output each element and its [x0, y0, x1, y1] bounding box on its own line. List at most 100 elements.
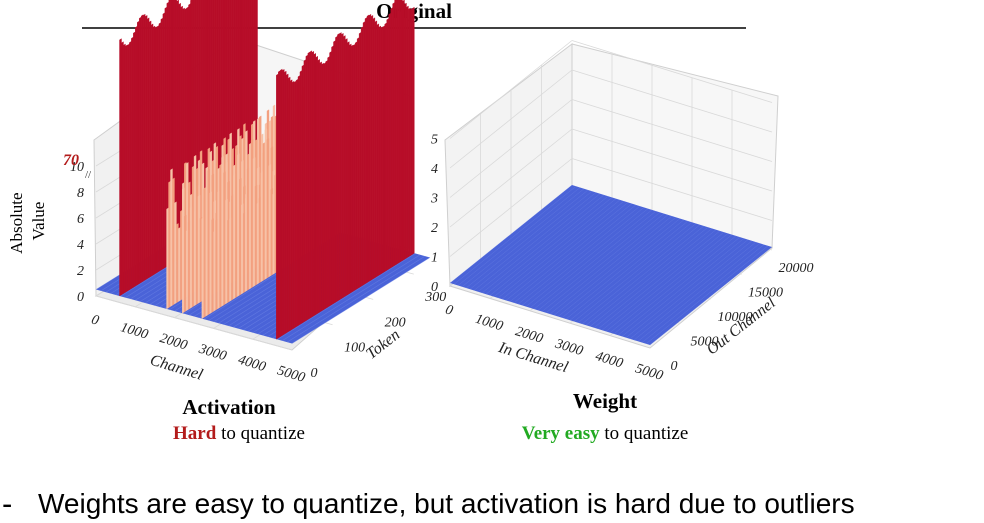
activation-spike-segment: [258, 196, 262, 284]
activation-spike-segment: [349, 43, 352, 295]
activation-spike-segment: [289, 79, 293, 331]
activation-spike-segment: [293, 80, 297, 329]
activation-spike-segment: [358, 32, 362, 288]
weight-y-tick: 15000: [748, 286, 783, 301]
activation-ylabel: Token: [363, 326, 403, 363]
activation-spike-segment: [299, 70, 303, 325]
activation-spike-segment: [250, 138, 254, 289]
activation-spike-segment: [131, 36, 134, 289]
activation-baseline-texture: [291, 257, 431, 344]
activation-spike-segment: [321, 62, 324, 312]
activation-z-tick: 6: [77, 212, 84, 227]
activation-spike-segment: [272, 192, 275, 275]
activation-spike-segment: [211, 218, 214, 313]
activation-spike-segment: [209, 191, 212, 315]
weight-surface-texture: [577, 224, 701, 323]
activation-spike-segment: [123, 43, 126, 294]
weight-surface-texture: [545, 214, 669, 314]
activation-spike-segment: [223, 171, 226, 306]
activation-outlier-spikes: [119, 0, 415, 340]
activation-spike-segment: [311, 50, 314, 318]
activation-spike-segment: [237, 153, 240, 297]
weight-y-ticks: 0 5000 10000 15000 20000: [671, 261, 814, 374]
activation-spike-segment: [353, 43, 356, 292]
activation-spike-segment: [252, 157, 256, 288]
activation-spike-segment: [235, 147, 238, 299]
activation-spike-segment: [360, 26, 364, 287]
weight-ylabel: Out Channel: [704, 294, 780, 358]
weight-z-tick: 3: [430, 192, 438, 207]
weight-surface-texture: [533, 210, 657, 310]
activation-spike-segment: [170, 168, 173, 307]
weight-surface-texture: [633, 241, 757, 341]
activation-spike-segment: [148, 20, 152, 278]
weight-surface-texture: [509, 203, 633, 302]
weight-surface-texture: [613, 235, 737, 335]
activation-spike-segment: [382, 25, 385, 274]
weight-x-tick: 5000: [633, 361, 664, 384]
activation-spike-segment: [191, 165, 195, 308]
weight-y-tick: 0: [671, 359, 678, 374]
activation-baseline-texture: [277, 253, 416, 340]
activation-y-tick: 0: [311, 366, 318, 381]
activation-spike-segment: [295, 78, 299, 328]
weight-surface-texture: [645, 245, 769, 345]
activation-spike-segment: [135, 25, 138, 287]
activation-spike-segment: [388, 12, 391, 270]
activation-spike-segment: [144, 15, 148, 281]
weight-surface-texture: [589, 228, 713, 327]
weight-surface-texture: [629, 240, 753, 340]
activation-subtitle: Hard to quantize: [173, 423, 305, 444]
weight-surface-texture: [453, 186, 577, 285]
weight-surface-texture: [593, 229, 717, 328]
weight-surface-texture: [517, 205, 641, 305]
activation-spike-segment: [309, 50, 313, 319]
activation-spike-segment: [189, 193, 193, 309]
activation-z-break-label: 70: [63, 152, 79, 169]
activation-spike-segment: [339, 32, 342, 301]
weight-surface-texture: [537, 212, 661, 311]
weight-surface-texture: [585, 227, 709, 326]
activation-spike-segment: [398, 0, 401, 264]
activation-spike-segment: [158, 22, 162, 272]
activation-spike-segment: [400, 0, 403, 263]
weight-surface-texture: [581, 225, 705, 325]
weight-x-tick: 4000: [593, 349, 624, 372]
weight-surface-texture: [569, 222, 693, 321]
weight-z-tick: 5: [431, 133, 438, 148]
activation-spike-segment: [168, 180, 171, 309]
activation-spike-segment: [260, 171, 264, 283]
activation-spike-segment: [396, 0, 399, 265]
activation-spike-segment: [270, 188, 274, 277]
activation-y-ticks: 0 100 200 300: [311, 290, 447, 381]
activation-spike-segment: [366, 14, 370, 284]
activation-spike-segment: [284, 70, 287, 335]
weight-surface-texture: [521, 207, 645, 306]
activation-spike-segment: [287, 76, 291, 333]
activation-y-tick: 300: [424, 290, 446, 305]
activation-spike-segment: [156, 25, 160, 273]
weight-surface-texture: [649, 246, 773, 346]
weight-surface-texture: [505, 202, 629, 301]
activation-spike-segment: [282, 68, 285, 336]
activation-spike-segment: [362, 21, 366, 286]
weight-surface-texture: [549, 215, 673, 315]
weight-surface-texture: [637, 243, 761, 342]
activation-spike-segment: [376, 23, 380, 277]
weight-gridline: [571, 40, 773, 103]
weight-surface-texture: [565, 220, 689, 320]
activation-spike-segment: [404, 2, 407, 260]
activation-x-tick: 0: [89, 312, 100, 328]
activation-spike-segment: [125, 44, 128, 293]
weight-subtitle-rest: to quantize: [600, 423, 689, 444]
weight-surface-texture: [541, 213, 665, 312]
activation-spike-segment: [229, 217, 232, 302]
weight-gridline: [571, 99, 773, 162]
activation-spike-segment: [207, 168, 210, 316]
weight-surface-texture: [597, 230, 721, 330]
activation-spike-segment: [172, 177, 175, 306]
activation-spike-segment: [372, 17, 376, 280]
activation-spike-segment: [347, 41, 350, 296]
activation-spike-segment: [285, 73, 289, 334]
